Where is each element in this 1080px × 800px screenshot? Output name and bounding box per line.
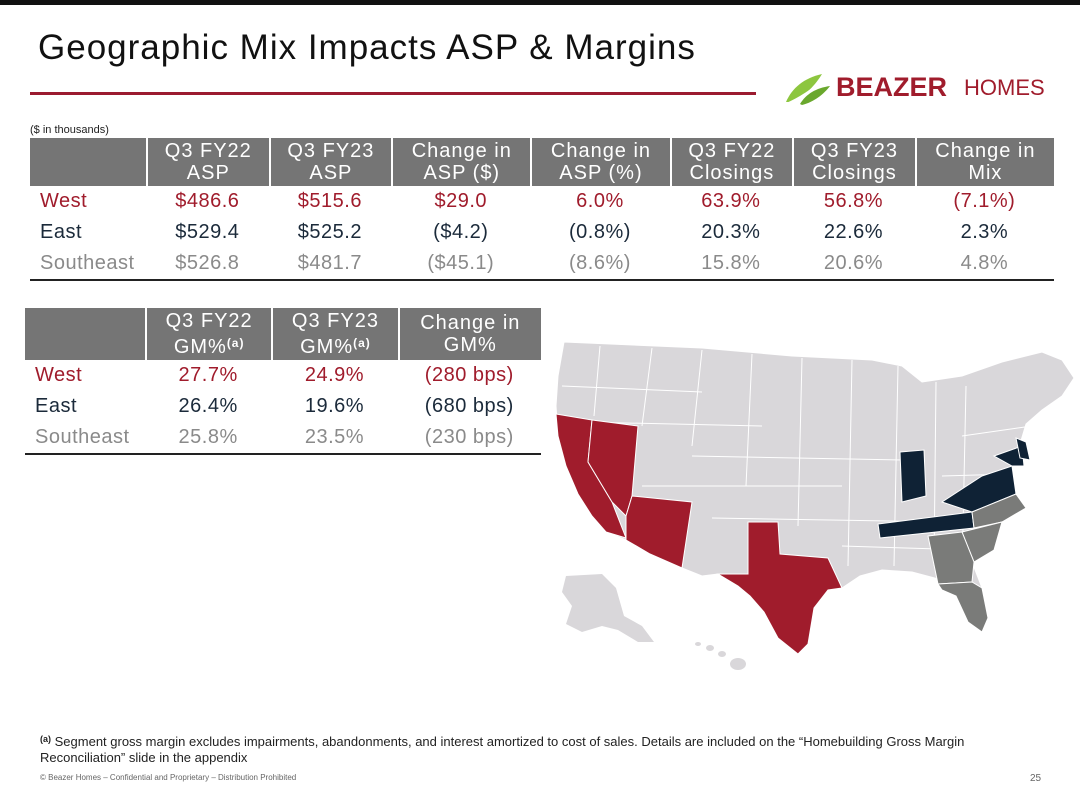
table-cell: $525.2 (297, 221, 362, 243)
slide-title: Geographic Mix Impacts ASP & Margins (38, 28, 696, 67)
table-cell: ($4.2) (433, 221, 489, 243)
table-cell: 20.3% (701, 221, 761, 243)
table-row-east: East 26.4% 19.6% (680 bps) (25, 391, 541, 422)
header-blank-cell (25, 308, 145, 360)
table-cell: 24.9% (304, 364, 365, 386)
asp-mix-table: Q3 FY22 ASP Q3 FY23 ASP Change in ASP ($) C… (30, 138, 1054, 281)
table-header-row: Q3 FY22 GM%(a) Q3 FY23 GM%(a) Change in GM% (25, 308, 541, 360)
gross-margin-table: Q3 FY22 GM%(a) Q3 FY23 GM%(a) Change in GM%… (25, 308, 541, 455)
map-west-arizona (625, 495, 693, 569)
table-row-southeast: Southeast 25.8% 23.5% (230 bps) (25, 422, 541, 455)
row-label: East (35, 395, 78, 417)
header-q3fy22-asp: Q3 FY22 ASP (146, 138, 269, 186)
map-southeast-north-carolina (971, 493, 1027, 529)
table-cell: 6.0% (576, 190, 624, 212)
table-row-west: West 27.7% 24.9% (280 bps) (25, 360, 541, 391)
table-cell: $529.4 (175, 221, 240, 243)
table-cell: 27.7% (178, 364, 238, 386)
header-blank-cell (30, 138, 146, 186)
footnote-marker: (a) (226, 336, 245, 350)
header-q3fy23-gm: Q3 FY23 GM%(a) (271, 308, 398, 360)
header-q3fy22-closings: Q3 FY22 Closings (669, 138, 793, 186)
map-east-indiana (899, 449, 927, 503)
table-row-west: West $486.6 $515.6 $29.0 6.0% 63.9% 56.8… (30, 186, 1054, 217)
table-cell: $526.8 (146, 248, 269, 281)
map-southeast-georgia (927, 531, 975, 585)
logo-brand-subtext: HOMES (964, 75, 1045, 100)
table-cell: (0.8%) (569, 221, 631, 243)
table-cell: 56.8% (823, 190, 884, 212)
table-cell: ($45.1) (391, 248, 531, 281)
footnote: (a) Segment gross margin excludes impair… (40, 731, 1030, 766)
logo-brand-text: BEAZER (836, 72, 948, 102)
map-southeast-florida (937, 581, 989, 633)
map-alaska (562, 574, 654, 642)
table-cell: (230 bps) (397, 422, 541, 455)
us-region-map (555, 341, 1075, 670)
table-cell: 26.4% (178, 395, 238, 417)
footnote-marker: (a) (40, 734, 51, 744)
table-cell: $515.6 (297, 190, 362, 212)
top-border-line (0, 0, 1080, 5)
map-hawaii (695, 642, 746, 670)
page-number: 25 (1030, 773, 1042, 784)
map-west-texas (716, 521, 843, 655)
row-label: Southeast (25, 422, 145, 455)
table-cell: 20.6% (792, 248, 915, 281)
beazer-homes-logo: BEAZER HOMES (782, 66, 1052, 110)
row-label: West (40, 190, 88, 212)
table-cell: 4.8% (914, 248, 1054, 281)
map-east-maryland-delaware (992, 445, 1025, 467)
title-underline (30, 92, 756, 95)
header-change-gm: Change in GM% (397, 308, 541, 360)
map-east-new-jersey (1015, 437, 1031, 461)
map-east-virginia (940, 465, 1017, 513)
footnote-marker: (a) (353, 336, 371, 350)
table-cell: 22.6% (823, 221, 884, 243)
table-header-row: Q3 FY22 ASP Q3 FY23 ASP Change in ASP ($) C… (30, 138, 1054, 186)
table-row-east: East $529.4 $525.2 ($4.2) (0.8%) 20.3% 2… (30, 217, 1054, 248)
table-cell: 25.8% (145, 422, 272, 455)
table-row-southeast: Southeast $526.8 $481.7 ($45.1) (8.6%) 1… (30, 248, 1054, 281)
leaf-icon (785, 74, 830, 105)
header-q3fy23-asp: Q3 FY23 ASP (268, 138, 392, 186)
row-label: Southeast (30, 248, 146, 281)
header-change-asp-pct: Change in ASP (%) (530, 138, 670, 186)
units-note: ($ in thousands) (30, 124, 109, 136)
header-q3fy22-gm: Q3 FY22 GM%(a) (145, 308, 272, 360)
table-cell: 63.9% (701, 190, 761, 212)
table-cell: (280 bps) (424, 364, 514, 386)
header-change-asp-dollar: Change in ASP ($) (391, 138, 531, 186)
table-cell: $486.6 (175, 190, 240, 212)
table-cell: $481.7 (268, 248, 392, 281)
table-cell: (7.1%) (953, 190, 1016, 212)
header-q3fy23-closings: Q3 FY23 Closings (792, 138, 915, 186)
table-cell: 15.8% (669, 248, 793, 281)
table-cell: 2.3% (960, 221, 1009, 243)
table-cell: 23.5% (271, 422, 398, 455)
header-change-mix: Change in Mix (914, 138, 1054, 186)
row-label: West (35, 364, 83, 386)
table-cell: (8.6%) (530, 248, 670, 281)
footnote-text: Segment gross margin excludes impairment… (40, 734, 965, 765)
table-cell: 19.6% (304, 395, 365, 417)
table-cell: (680 bps) (424, 395, 514, 417)
confidentiality-footer: © Beazer Homes – Confidential and Propri… (40, 773, 297, 782)
table-cell: $29.0 (434, 190, 488, 212)
row-label: East (40, 221, 83, 243)
